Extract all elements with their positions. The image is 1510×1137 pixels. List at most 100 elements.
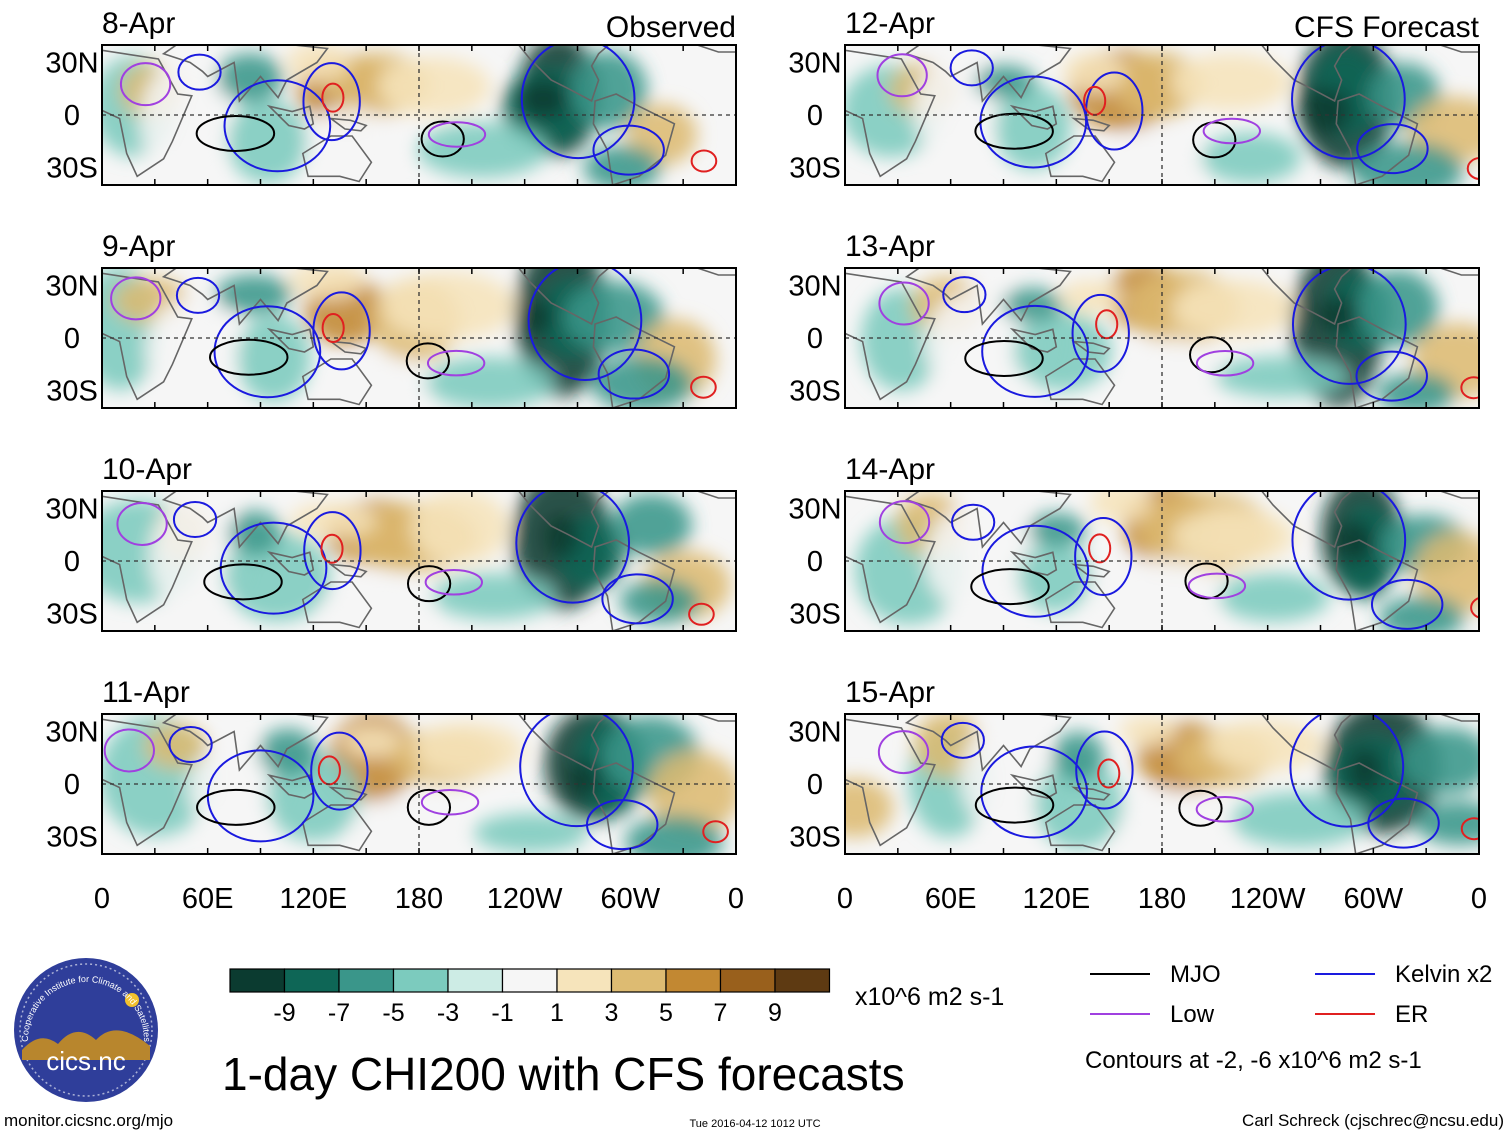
anomaly-blob [1351,141,1464,185]
contour-loop [942,276,987,314]
coastline [1439,268,1479,276]
legend-label: Kelvin x2 [1395,961,1492,988]
contour-loop [1291,45,1406,160]
coastline [102,49,193,178]
anomaly-blob [424,357,555,408]
anomaly-blob [1378,596,1465,631]
contour-loop [175,276,221,314]
contour-loop [592,124,665,176]
contour-loop [1074,516,1133,596]
y-tick-label: 0 [64,769,80,801]
contour-loop [168,726,213,764]
contour-loop [980,745,1088,839]
x-tick-label: 60E [925,883,977,915]
y-tick-label: 30S [789,153,841,185]
anomaly-blob [1400,727,1479,795]
x-tick-label: 120W [1230,883,1306,915]
contour-loop [877,730,930,775]
y-tick-label: 30N [788,717,841,749]
colorbar-swatch [665,968,722,993]
coastline [328,786,368,801]
contour-loop [1195,349,1255,377]
anomaly-blob [144,723,208,769]
column-label: Observed [606,11,736,44]
contour-loop [951,503,996,541]
map-panel: 8-Apr Observed 30N 0 30S [45,7,737,186]
coastline [592,316,676,408]
logo-text: cics.nc [46,1046,125,1076]
colorbar-label: -1 [491,999,513,1027]
panel-date-label: 15-Apr [845,676,935,709]
contour-loop [981,304,1089,398]
x-tick-label: 120E [1022,883,1090,915]
contour-loop [1466,157,1479,180]
units-label: x10^6 m2 s-1 [855,983,1004,1011]
anomaly-blob [591,355,695,408]
coastline [301,358,373,406]
anomaly-blob [215,274,293,315]
anomaly-blob [516,79,570,119]
colorbar-swatch [447,968,504,993]
contour-loop [1289,714,1405,828]
y-tick-label: 30N [788,494,841,526]
contour-loop [1291,268,1407,385]
anomaly-blob [1013,312,1113,391]
contour-loop [213,305,322,399]
contour-loop [520,45,636,160]
anomaly-blob [286,45,351,83]
panel-date-label: 12-Apr [845,7,935,40]
coastline [301,581,373,629]
coastline [696,45,736,53]
contour-loop [702,820,729,844]
y-tick-label: 30N [45,271,98,303]
y-tick-label: 0 [807,769,823,801]
anomaly-blob [1089,491,1153,523]
legend-label: ER [1395,1001,1428,1028]
logo-ring [19,963,153,1097]
colorbar-label: 5 [659,999,673,1027]
contour-loop [406,565,452,603]
coastline [1009,327,1058,353]
anomaly-blob [1171,279,1296,338]
coastline [1044,804,1116,852]
cics-logo: Cooperative Institute for Climate and Sa… [14,958,158,1102]
contour-loop [177,53,222,91]
x-tick-label: 0 [837,883,853,915]
anomaly-blob [1089,557,1224,631]
anomaly-field [102,268,717,408]
coastline [1335,762,1419,854]
anomaly-blob [412,722,525,777]
x-tick-label: 120E [279,883,347,915]
anomaly-blob [625,815,724,854]
y-tick-label: 0 [807,546,823,578]
contour-loop [876,53,928,98]
coastline [328,117,368,132]
contour-loop [1460,376,1479,400]
anomaly-blob [518,300,554,335]
chart-title: 1-day CHI200 with CFS forecasts [222,1048,905,1100]
contour-loop [878,500,931,545]
anomaly-field [102,714,736,854]
coastline [517,268,610,326]
anomaly-blob [342,725,402,758]
anomaly-blob [288,268,366,300]
coastline [266,104,315,130]
footer-timestamp: Tue 2016-04-12 1012 UTC [689,1118,820,1130]
anomaly-blob [611,493,692,556]
anomaly-blob [149,497,248,618]
y-tick-label: 0 [64,546,80,578]
anomaly-blob [1297,87,1352,134]
x-tick-label: 120W [487,883,563,915]
anomaly-blob [619,578,701,624]
anomaly-blob [302,106,397,178]
colorbar-swatch [392,968,449,993]
coastline [1044,358,1116,406]
contour-loop [1460,817,1479,841]
coastline [1071,563,1111,578]
panel-date-label: 9-Apr [102,230,175,263]
anomaly-blob [417,122,549,178]
x-axes: 0 60E 120E 180 120W 60W 0 0 60E 120E 180 120W 60W 0 [94,883,1487,915]
coastline [592,93,676,185]
contour-loop [406,788,452,826]
